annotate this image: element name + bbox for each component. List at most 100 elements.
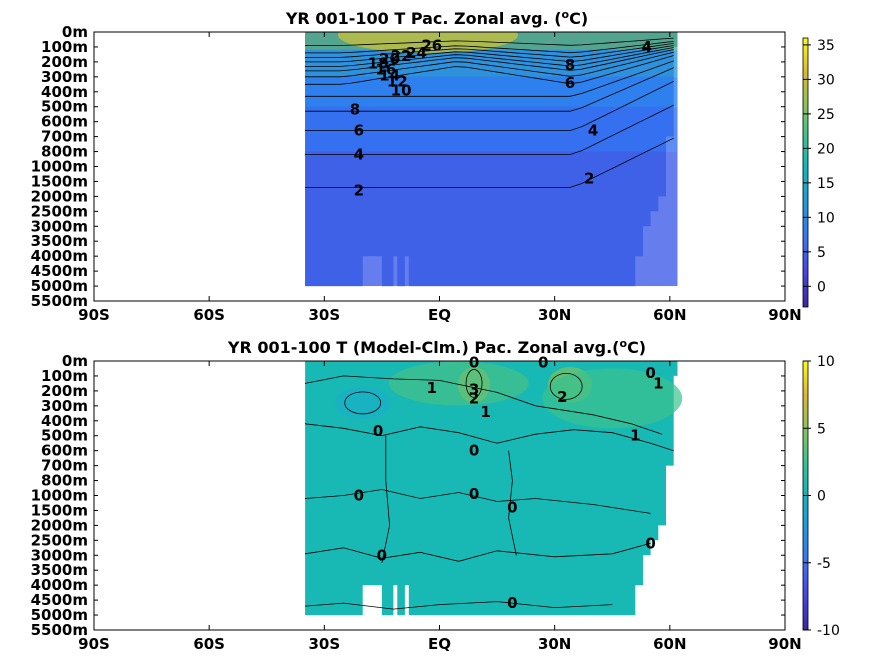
anomaly-panel: YR 001-100 T (Model-Clm.) Pac. Zonal avg… <box>31 337 840 653</box>
isotherm <box>305 37 674 46</box>
contour-label: 18 <box>368 54 389 72</box>
anomaly-contour <box>305 542 651 562</box>
contour-label: 0 <box>377 546 387 564</box>
contour-label: 0 <box>354 487 364 505</box>
isotherm <box>305 47 674 67</box>
colorbar-tick-label: 10 <box>817 354 835 370</box>
y-tick-label: 0m <box>62 23 88 41</box>
contour-label: 10 <box>391 81 412 99</box>
contour-label: 24 <box>406 44 427 62</box>
y-tick-label: 1500m <box>31 501 88 519</box>
colorbar-tick-label: 5 <box>817 245 826 261</box>
x-tick-label: EQ <box>428 635 451 653</box>
x-axis: 90S 60S 30S EQ 30N 60N 90N <box>78 361 802 653</box>
contour-label: 0 <box>373 422 383 440</box>
contour-label: 1 <box>653 374 663 392</box>
y-tick-label: 600m <box>41 113 88 131</box>
y-tick-label: 200m <box>41 53 88 71</box>
y-axis: 0m100m200m300m400m500m600m700m800m1000m1… <box>31 352 785 639</box>
y-tick-label: 500m <box>41 427 88 445</box>
contour-label: 20 <box>379 50 400 68</box>
x-tick-label: 60N <box>653 635 686 653</box>
contour-label: 1 <box>480 403 490 421</box>
contour-label: 1 <box>427 379 437 397</box>
isotherm <box>305 55 674 85</box>
anomaly-contour <box>305 601 613 610</box>
y-tick-label: 200m <box>41 382 88 400</box>
contour-label: 6 <box>354 122 364 140</box>
colorbar-scale <box>802 37 809 308</box>
y-tick-label: 100m <box>41 38 88 56</box>
y-tick-label: 1000m <box>31 158 88 176</box>
colorbar-tick-label: 0 <box>817 279 826 295</box>
y-tick-label: 600m <box>41 442 88 460</box>
temperature-band <box>305 151 678 287</box>
contour-label: 3 <box>469 380 479 398</box>
contour-label: 4 <box>642 38 652 56</box>
contour-label: 2 <box>354 181 364 199</box>
y-tick-label: 5500m <box>31 292 88 310</box>
isotherm <box>305 80 674 132</box>
contour-label: 4 <box>354 146 364 164</box>
colorbar-tick-label: 20 <box>817 141 835 157</box>
y-tick-label: 5500m <box>31 621 88 639</box>
isotherm <box>305 41 674 54</box>
x-tick-label: 90S <box>78 306 110 324</box>
contour-label: 22 <box>391 47 412 65</box>
x-tick-label: EQ <box>428 306 451 324</box>
contour-label: 8 <box>565 56 575 74</box>
contour-label: 16 <box>375 60 396 78</box>
colorbar-tick-label: 15 <box>817 176 835 192</box>
contour-label: 0 <box>469 485 479 503</box>
temperature-panel: YR 001-100 T Pac. Zonal avg. (oC) 262422… <box>31 8 835 324</box>
colorbar-tick-label: -5 <box>817 556 831 572</box>
y-tick-label: 5000m <box>31 277 88 295</box>
colorbar-tick-label: 25 <box>817 107 835 123</box>
panel-title: YR 001-100 T Pac. Zonal avg. (oC) <box>285 8 588 28</box>
warm-pool <box>338 32 518 53</box>
colorbar-tick-label: 30 <box>817 72 835 88</box>
contour-label: 14 <box>379 66 400 84</box>
anomaly-contour <box>465 369 483 398</box>
isotherm <box>305 60 674 97</box>
colorbar: 10 5 0 -5 -10 <box>802 354 840 639</box>
isotherm <box>305 137 674 188</box>
y-tick-label: 500m <box>41 98 88 116</box>
contour-label: 2 <box>584 170 594 188</box>
x-tick-label: 90S <box>78 635 110 653</box>
colorbar-tick-label: 10 <box>817 210 835 226</box>
isotherm <box>305 67 674 112</box>
y-tick-label: 800m <box>41 472 88 490</box>
anomaly-contour <box>344 391 382 415</box>
colorbar: 35 30 25 20 15 10 5 0 <box>802 37 835 308</box>
contour-label: 1 <box>630 427 640 445</box>
contour-label: 0 <box>469 442 479 460</box>
anomaly-contour <box>305 423 674 452</box>
y-tick-label: 2500m <box>31 202 88 220</box>
y-tick-label: 700m <box>41 128 88 146</box>
contour-label: 8 <box>350 101 360 119</box>
y-tick-label: 100m <box>41 367 88 385</box>
y-tick-label: 2500m <box>31 531 88 549</box>
y-tick-label: 1500m <box>31 172 88 190</box>
y-tick-label: 300m <box>41 397 88 415</box>
isotherm <box>305 43 674 58</box>
y-tick-label: 2000m <box>31 516 88 534</box>
y-tick-label: 300m <box>41 68 88 86</box>
x-tick-label: 30S <box>308 635 340 653</box>
contour-label: 6 <box>565 74 575 92</box>
y-tick-label: 3000m <box>31 217 88 235</box>
contour-label: 26 <box>421 37 442 55</box>
y-tick-label: 3500m <box>31 561 88 579</box>
contour-label: 0 <box>507 594 517 612</box>
y-tick-label: 4500m <box>31 591 88 609</box>
y-tick-label: 4000m <box>31 247 88 265</box>
contour-label: 0 <box>645 534 655 552</box>
y-tick-label: 0m <box>62 352 88 370</box>
anomaly-patch <box>388 361 529 406</box>
isotherm <box>305 104 674 155</box>
x-tick-label: 30S <box>308 306 340 324</box>
x-tick-label: 60S <box>193 635 225 653</box>
